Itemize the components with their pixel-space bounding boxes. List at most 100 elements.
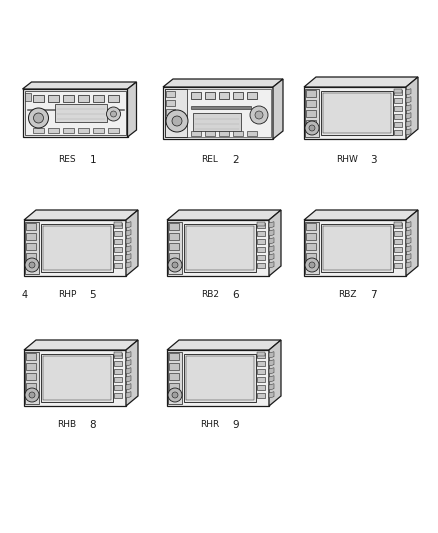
Bar	[219, 131, 229, 136]
Polygon shape	[304, 77, 418, 87]
Circle shape	[309, 262, 315, 268]
Bar	[257, 352, 265, 356]
Bar	[166, 100, 175, 106]
Polygon shape	[269, 246, 274, 252]
Bar	[26, 253, 36, 260]
Bar	[394, 239, 402, 244]
Polygon shape	[406, 222, 411, 228]
Polygon shape	[406, 113, 411, 119]
Bar	[25, 222, 39, 274]
Polygon shape	[163, 79, 283, 87]
Circle shape	[172, 116, 182, 126]
Bar	[41, 354, 113, 402]
Bar	[47, 128, 59, 133]
Bar	[247, 131, 257, 136]
Bar	[394, 98, 402, 103]
Polygon shape	[126, 360, 131, 366]
Bar	[233, 92, 243, 99]
Bar	[233, 131, 243, 136]
Bar	[394, 222, 402, 226]
Text: 9: 9	[233, 420, 239, 430]
Text: RB2: RB2	[201, 290, 219, 299]
Polygon shape	[406, 262, 411, 268]
Bar	[306, 100, 316, 107]
Polygon shape	[269, 376, 274, 382]
Bar	[306, 243, 316, 250]
Polygon shape	[406, 104, 411, 111]
Bar	[26, 223, 36, 230]
Bar	[114, 385, 122, 390]
Bar	[54, 104, 106, 122]
Bar	[257, 361, 265, 366]
Circle shape	[29, 392, 35, 398]
Text: RES: RES	[58, 155, 76, 164]
Bar	[26, 383, 36, 390]
Circle shape	[33, 113, 43, 123]
Polygon shape	[269, 222, 274, 228]
Bar	[184, 224, 256, 272]
Bar	[305, 222, 319, 274]
Bar	[257, 377, 265, 382]
Bar	[257, 255, 265, 260]
Text: 4: 4	[22, 290, 28, 300]
Polygon shape	[24, 210, 138, 220]
Bar	[257, 393, 265, 398]
Bar	[306, 90, 316, 97]
Bar	[186, 226, 254, 270]
Bar	[26, 243, 36, 250]
Bar	[26, 353, 36, 360]
Bar	[306, 110, 316, 117]
Polygon shape	[304, 220, 406, 276]
Bar	[306, 223, 316, 230]
Bar	[26, 233, 36, 240]
Bar	[191, 131, 201, 136]
Text: RHB: RHB	[57, 420, 77, 429]
Bar	[107, 95, 119, 102]
Polygon shape	[269, 384, 274, 390]
Circle shape	[28, 108, 49, 128]
Polygon shape	[269, 254, 274, 260]
Bar	[169, 373, 179, 380]
Bar	[169, 363, 179, 370]
Polygon shape	[406, 246, 411, 252]
Bar	[114, 377, 122, 382]
Polygon shape	[126, 254, 131, 260]
Polygon shape	[163, 87, 273, 139]
Polygon shape	[273, 79, 283, 139]
Bar	[205, 131, 215, 136]
Polygon shape	[126, 392, 131, 398]
Bar	[41, 224, 113, 272]
Text: 2: 2	[233, 155, 239, 165]
Polygon shape	[126, 246, 131, 252]
Text: 6: 6	[233, 290, 239, 300]
Circle shape	[25, 258, 39, 272]
Polygon shape	[406, 88, 411, 95]
Bar	[63, 95, 74, 102]
Bar	[394, 122, 402, 127]
Bar	[394, 114, 402, 119]
Bar	[321, 91, 393, 135]
Polygon shape	[406, 96, 411, 103]
Polygon shape	[126, 384, 131, 390]
Polygon shape	[126, 376, 131, 382]
Bar	[169, 253, 179, 260]
Circle shape	[29, 262, 35, 268]
Polygon shape	[24, 350, 126, 406]
Polygon shape	[167, 340, 281, 350]
Polygon shape	[126, 340, 138, 406]
Bar	[257, 385, 265, 390]
Polygon shape	[269, 262, 274, 268]
Bar	[92, 95, 103, 102]
Bar	[394, 263, 402, 268]
Bar	[394, 247, 402, 252]
Polygon shape	[406, 210, 418, 276]
Bar	[25, 93, 31, 101]
Bar	[114, 361, 122, 366]
Polygon shape	[24, 220, 126, 276]
Polygon shape	[406, 238, 411, 244]
Polygon shape	[24, 340, 138, 350]
Text: REL: REL	[201, 155, 219, 164]
Circle shape	[110, 111, 117, 117]
Bar	[257, 263, 265, 268]
Bar	[25, 91, 126, 135]
